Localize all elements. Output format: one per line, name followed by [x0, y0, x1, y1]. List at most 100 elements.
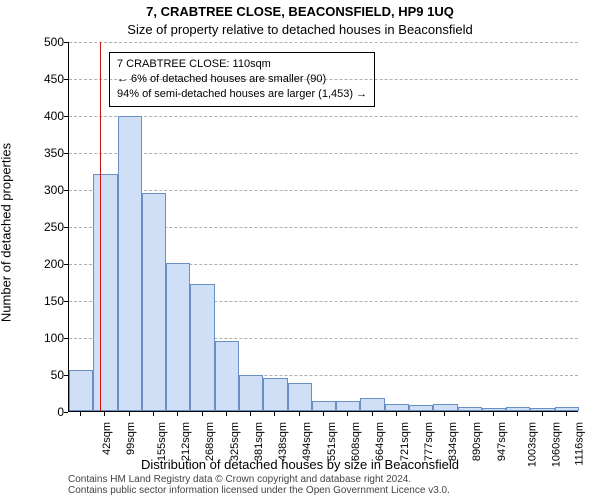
y-tick-label: 300 — [14, 183, 64, 197]
x-tick-mark — [104, 412, 105, 416]
chart-title-sub: Size of property relative to detached ho… — [0, 22, 600, 37]
x-tick-mark — [153, 412, 154, 416]
y-tick-label: 350 — [14, 146, 64, 160]
x-tick-label: 834sqm — [447, 422, 459, 461]
x-tick-label: 325sqm — [229, 422, 241, 461]
grid-line — [69, 190, 578, 191]
x-tick-label: 1003sqm — [526, 422, 538, 467]
x-tick-mark — [250, 412, 251, 416]
y-tick-mark — [64, 338, 68, 339]
info-line-3: 94% of semi-detached houses are larger (… — [117, 87, 367, 102]
histogram-bar — [118, 116, 142, 411]
property-marker-line — [100, 42, 101, 411]
x-tick-mark — [566, 412, 567, 416]
x-tick-mark — [177, 412, 178, 416]
chart-container: 7, CRABTREE CLOSE, BEACONSFIELD, HP9 1UQ… — [0, 0, 600, 500]
y-tick-mark — [64, 412, 68, 413]
histogram-bar — [336, 401, 360, 411]
x-tick-label: 1060sqm — [551, 422, 563, 467]
info-box: 7 CRABTREE CLOSE: 110sqm ← 6% of detache… — [109, 52, 375, 107]
x-tick-label: 381sqm — [253, 422, 265, 461]
chart-title-main: 7, CRABTREE CLOSE, BEACONSFIELD, HP9 1UQ — [0, 4, 600, 19]
y-tick-label: 400 — [14, 109, 64, 123]
histogram-bar — [312, 401, 336, 411]
x-tick-mark — [299, 412, 300, 416]
y-tick-mark — [64, 42, 68, 43]
x-tick-label: 608sqm — [350, 422, 362, 461]
x-tick-mark — [274, 412, 275, 416]
x-tick-label: 42sqm — [101, 422, 113, 455]
y-tick-label: 500 — [14, 35, 64, 49]
y-tick-label: 450 — [14, 72, 64, 86]
x-tick-label: 494sqm — [302, 422, 314, 461]
histogram-bar — [166, 263, 190, 411]
histogram-bar — [69, 370, 93, 411]
x-tick-label: 551sqm — [326, 422, 338, 461]
histogram-bar — [409, 405, 433, 411]
histogram-bar — [215, 341, 239, 411]
x-tick-label: 212sqm — [180, 422, 192, 461]
footer-attribution: Contains HM Land Registry data © Crown c… — [68, 474, 450, 496]
plot-area: 7 CRABTREE CLOSE: 110sqm ← 6% of detache… — [68, 42, 578, 412]
x-tick-label: 721sqm — [399, 422, 411, 461]
x-tick-mark — [372, 412, 373, 416]
x-tick-label: 777sqm — [423, 422, 435, 461]
y-tick-label: 100 — [14, 331, 64, 345]
histogram-bar — [385, 404, 409, 411]
footer-line-2: Contains public sector information licen… — [68, 485, 450, 496]
histogram-bar — [263, 378, 287, 411]
x-tick-mark — [517, 412, 518, 416]
y-tick-label: 200 — [14, 257, 64, 271]
histogram-bar — [360, 398, 384, 411]
histogram-bar — [288, 383, 312, 411]
y-tick-mark — [64, 153, 68, 154]
y-tick-mark — [64, 116, 68, 117]
histogram-bar — [93, 174, 117, 411]
y-tick-label: 0 — [14, 405, 64, 419]
histogram-bar — [482, 408, 506, 411]
y-tick-mark — [64, 79, 68, 80]
histogram-bar — [142, 193, 166, 411]
x-tick-mark — [129, 412, 130, 416]
footer-line-1: Contains HM Land Registry data © Crown c… — [68, 474, 450, 485]
x-tick-label: 1116sqm — [573, 422, 585, 466]
x-tick-label: 947sqm — [496, 422, 508, 461]
info-line-1: 7 CRABTREE CLOSE: 110sqm — [117, 57, 367, 72]
x-tick-mark — [420, 412, 421, 416]
x-tick-mark — [347, 412, 348, 416]
x-tick-label: 438sqm — [277, 422, 289, 461]
y-tick-mark — [64, 375, 68, 376]
x-tick-mark — [396, 412, 397, 416]
grid-line — [69, 116, 578, 117]
histogram-bar — [506, 407, 530, 411]
x-tick-label: 99sqm — [125, 422, 137, 455]
y-tick-label: 250 — [14, 220, 64, 234]
grid-line — [69, 42, 578, 43]
y-tick-label: 150 — [14, 294, 64, 308]
x-tick-mark — [226, 412, 227, 416]
x-tick-mark — [469, 412, 470, 416]
x-tick-mark — [542, 412, 543, 416]
x-tick-mark — [80, 412, 81, 416]
histogram-bar — [530, 408, 554, 411]
y-tick-label: 50 — [14, 368, 64, 382]
y-tick-mark — [64, 227, 68, 228]
x-tick-label: 664sqm — [374, 422, 386, 461]
histogram-bar — [555, 407, 579, 411]
histogram-bar — [239, 375, 263, 411]
histogram-bar — [190, 284, 214, 411]
x-tick-label: 890sqm — [472, 422, 484, 461]
info-line-2: ← 6% of detached houses are smaller (90) — [117, 72, 367, 87]
histogram-bar — [458, 407, 482, 411]
histogram-bar — [433, 404, 457, 411]
x-tick-label: 155sqm — [156, 422, 168, 461]
x-axis-label: Distribution of detached houses by size … — [0, 457, 600, 472]
y-axis-label: Number of detached properties — [0, 143, 14, 322]
x-tick-mark — [202, 412, 203, 416]
y-tick-mark — [64, 264, 68, 265]
x-tick-label: 268sqm — [204, 422, 216, 461]
grid-line — [69, 153, 578, 154]
x-tick-mark — [323, 412, 324, 416]
y-tick-mark — [64, 190, 68, 191]
x-tick-mark — [493, 412, 494, 416]
